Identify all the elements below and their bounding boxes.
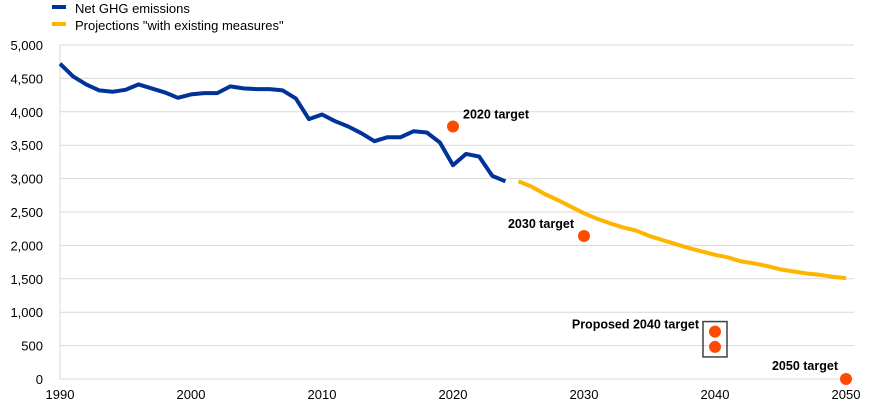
y-tick-label: 1,000	[10, 305, 43, 320]
y-tick-label: 3,500	[10, 138, 43, 153]
y-tick-label: 2,500	[10, 205, 43, 220]
x-tick-label: 2050	[832, 387, 861, 402]
target-range-box	[702, 320, 728, 358]
legend-swatch	[52, 22, 66, 26]
y-tick-label: 500	[21, 339, 43, 354]
series-line-0	[58, 62, 507, 184]
target-label: Proposed 2040 target	[572, 318, 700, 332]
series-line-1	[517, 179, 847, 281]
y-tick-label: 0	[36, 372, 43, 387]
gridlines	[59, 44, 854, 380]
target-point	[578, 230, 590, 243]
x-tick-label: 1990	[46, 387, 75, 402]
target-label: 2020 target	[463, 107, 530, 121]
y-tick-label: 1,500	[10, 272, 43, 287]
series-lines	[58, 62, 847, 281]
legend: Net GHG emissions Projections "with exist…	[52, 1, 284, 33]
target-label: 2050 target	[772, 359, 839, 373]
legend-swatch	[52, 5, 66, 9]
x-tick-label: 2010	[308, 387, 337, 402]
y-tick-label: 4,000	[10, 105, 43, 120]
y-tick-label: 3,000	[10, 172, 43, 187]
x-axis-ticks: 1990 2000 2010 2020 2030 2040 2050	[46, 387, 861, 402]
target-point	[840, 373, 852, 385]
target-label: 2030 target	[508, 217, 575, 231]
y-tick-label: 2,000	[10, 238, 43, 253]
y-tick-label: 4,500	[10, 71, 43, 86]
x-tick-label: 2000	[177, 387, 206, 402]
legend-label: Net GHG emissions	[75, 1, 190, 16]
x-tick-label: 2020	[439, 387, 468, 402]
legend-label: Projections "with existing measures"	[75, 18, 284, 33]
target-point	[447, 120, 459, 133]
target-point	[709, 340, 721, 353]
y-tick-label: 5,000	[10, 38, 43, 53]
x-tick-label: 2040	[701, 387, 730, 402]
x-tick-label: 2030	[570, 387, 599, 402]
y-axis-ticks: 0 500 1,000 1,500 2,000 2,500 3,000 3,500 4,000 4…	[10, 38, 43, 387]
target-points: 2020 target 2030 target Proposed 2040 targ…	[447, 107, 852, 385]
target-point	[709, 325, 721, 338]
